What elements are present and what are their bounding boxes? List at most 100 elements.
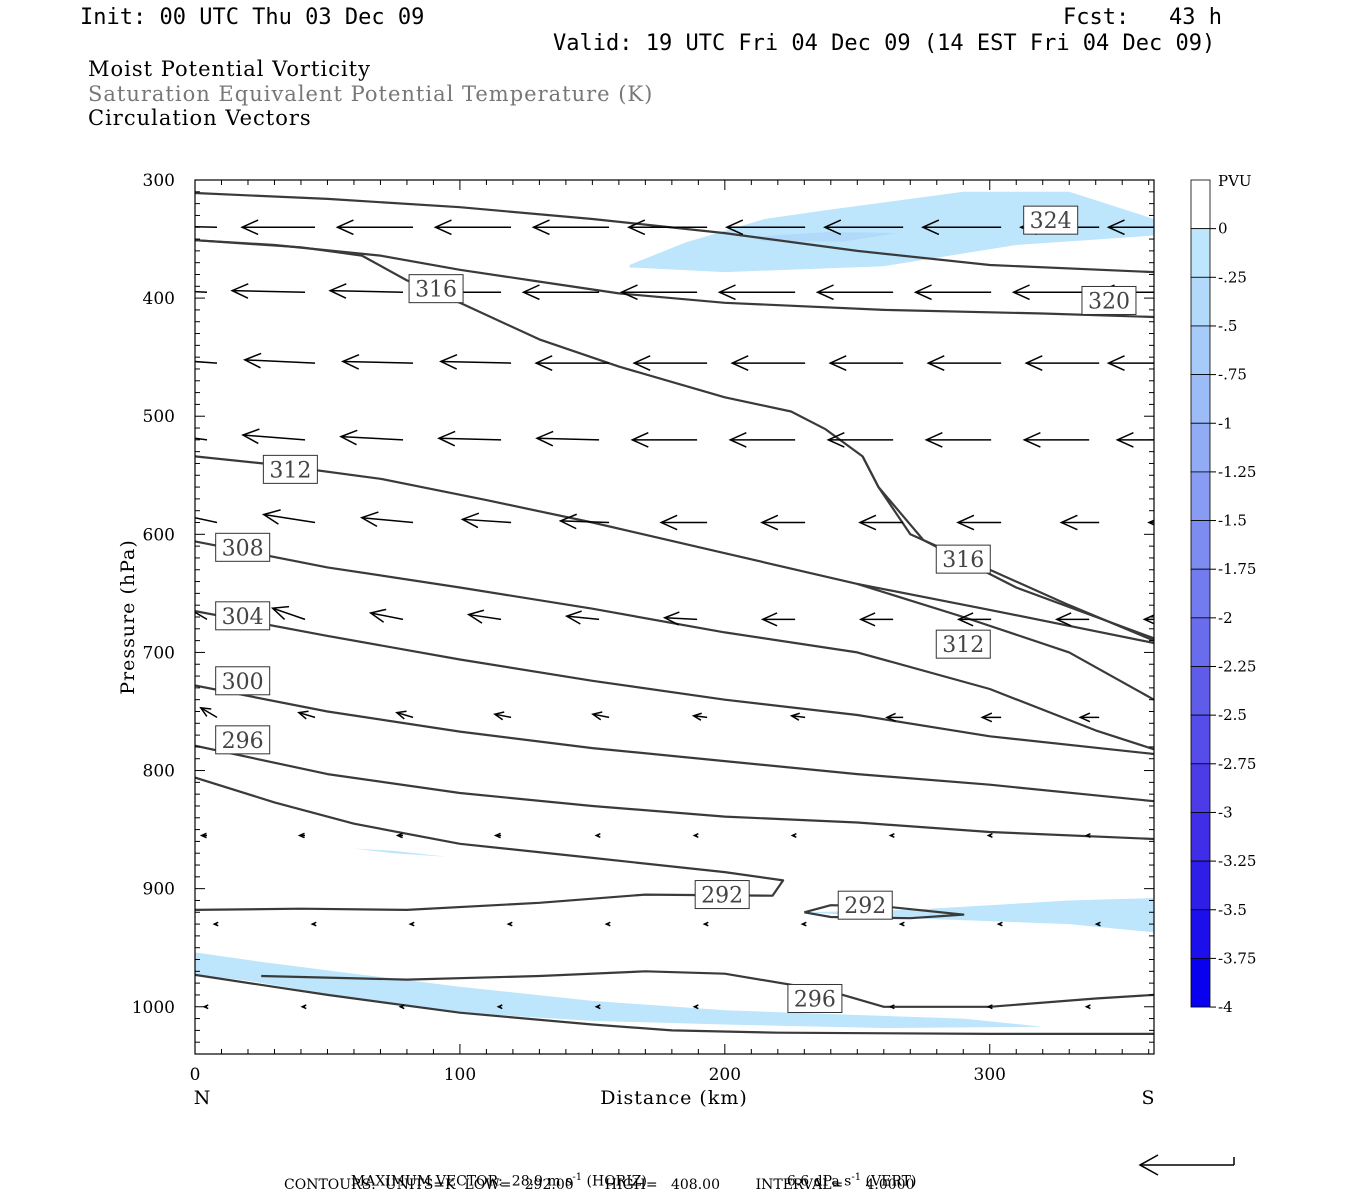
circulation-vector	[724, 219, 806, 236]
vector-shaft	[438, 437, 502, 441]
vector-head	[662, 611, 680, 626]
circulation-vector	[691, 712, 708, 721]
vector-shaft	[370, 612, 404, 621]
circulation-vector	[395, 710, 414, 720]
vector-head	[885, 712, 896, 722]
y-tick-label-700: 700	[143, 643, 175, 663]
circulation-vector	[199, 706, 218, 719]
colorbar-box	[1190, 179, 1211, 230]
vector-head	[956, 612, 974, 627]
circulation-vector	[147, 352, 218, 366]
isentrope-296-12	[261, 970, 1154, 1008]
vector-shaft	[592, 713, 610, 719]
vector-head	[898, 921, 905, 927]
pv-shading-layer	[195, 191, 1154, 1028]
isentrope-324-0	[195, 191, 1154, 274]
vector-shaft	[330, 289, 404, 293]
vector-head	[1011, 284, 1030, 301]
vector-head	[1084, 833, 1091, 838]
isentrope-label-316: 316	[415, 278, 457, 303]
circulation-vector	[898, 921, 905, 927]
circulation-vector	[789, 712, 806, 721]
pv-region-1	[751, 232, 897, 242]
vector-head	[1054, 612, 1072, 627]
circulation-vector	[1011, 284, 1090, 301]
circulation-vector	[980, 712, 1002, 723]
circulation-vector	[1115, 431, 1154, 448]
colorbar-label: -1.75	[1218, 560, 1256, 578]
vector-shaft	[263, 513, 316, 524]
contour-label-layer: 324 320 316 316 312 312 308 304 300 296 292 292 296	[215, 205, 1137, 1013]
circulation-vector	[630, 431, 698, 448]
colorbar-label: -3.25	[1218, 852, 1256, 870]
vector-head	[619, 284, 638, 301]
vector-shaft	[195, 611, 208, 621]
isentrope-308-6	[195, 540, 1154, 751]
colorbar-label: -1	[1218, 414, 1233, 432]
circulation-vector	[310, 921, 317, 927]
isentrope-296-9	[195, 744, 1154, 841]
colorbar-label: -2	[1218, 609, 1233, 627]
vector-head	[1142, 614, 1154, 625]
circulation-vector	[692, 833, 699, 838]
vector-shaft	[468, 613, 502, 621]
circulation-vector	[534, 355, 610, 371]
circulation-vector	[926, 355, 1002, 371]
circulation-vector	[913, 284, 992, 301]
vector-head	[339, 429, 358, 446]
circulation-vector	[496, 1004, 503, 1010]
isentrope-312-5	[856, 582, 1154, 701]
circulation-vector	[506, 921, 513, 927]
vector-head	[241, 428, 260, 445]
circulation-vector	[1163, 834, 1167, 838]
vector-head	[1078, 712, 1091, 723]
vector-head	[148, 427, 165, 441]
vector-head	[297, 710, 309, 720]
vector-shaft	[560, 520, 610, 524]
circulation-vector	[493, 832, 502, 839]
circulation-vector	[717, 284, 796, 301]
circulation-vector	[1024, 355, 1100, 371]
colorbar-unit: PVU	[1218, 172, 1252, 190]
vector-head	[986, 833, 993, 838]
vector-head	[1106, 355, 1125, 371]
vector-head	[147, 352, 163, 366]
vector-shaft	[340, 435, 404, 441]
circulation-vector	[858, 612, 894, 627]
vector-shaft	[361, 516, 414, 524]
vector-head	[632, 355, 651, 371]
colorbar-box	[1190, 228, 1211, 278]
vector-head	[921, 219, 940, 236]
max-vector-horiz-suffix: (HORIZ)	[582, 1173, 647, 1190]
circulation-vector	[1022, 431, 1090, 448]
isentrope-label-308: 308	[222, 536, 264, 561]
vector-head	[789, 712, 800, 721]
vector-shaft	[664, 617, 698, 621]
vector-head	[496, 1004, 503, 1010]
circulation-vector	[924, 431, 992, 448]
circulation-vector	[335, 219, 414, 236]
circulation-vector	[1059, 514, 1100, 531]
vector-head	[924, 431, 943, 448]
circulation-vector	[195, 516, 218, 524]
circulation-vector	[1163, 1005, 1167, 1009]
isentrope-label-296: 296	[794, 987, 836, 1012]
vector-head	[626, 219, 646, 236]
circulation-vector	[591, 711, 610, 721]
x-tick-label-300: 300	[974, 1065, 1006, 1085]
circulation-vector	[398, 1004, 405, 1010]
isentrope-label-box-11	[837, 890, 893, 920]
isentrope-label-box-10	[694, 880, 750, 910]
colorbar-label: -3	[1218, 803, 1233, 821]
isentrope-label-320: 320	[1088, 289, 1130, 314]
vector-head	[760, 612, 778, 627]
colorbar-label: 0	[1218, 220, 1228, 238]
vector-head	[433, 219, 452, 236]
isentrope-label-box-1	[1081, 285, 1137, 315]
circulation-vector	[395, 832, 404, 839]
y-tick-label-1000: 1000	[132, 998, 175, 1018]
isentrope-label-316: 316	[942, 548, 984, 573]
x-tick-label-0: 0	[190, 1065, 201, 1085]
vector-head	[310, 921, 317, 927]
